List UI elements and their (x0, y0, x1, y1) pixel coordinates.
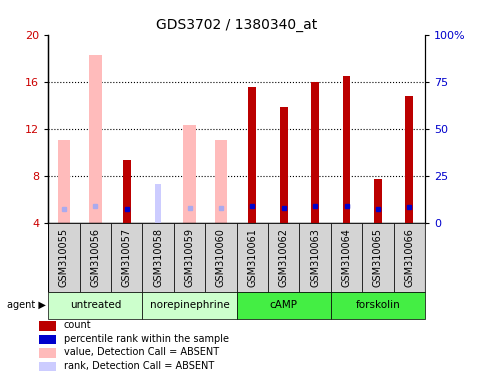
Text: count: count (64, 320, 92, 331)
Bar (331, 223, 362, 292)
Bar (156, 184, 161, 223)
Text: forskolin: forskolin (355, 300, 400, 310)
Bar (299, 223, 331, 292)
Bar (311, 82, 319, 223)
Bar (58, 141, 71, 223)
Bar (248, 88, 256, 223)
Text: value, Detection Call = ABSENT: value, Detection Call = ABSENT (64, 347, 219, 358)
Bar (48, 292, 142, 319)
Bar (331, 292, 425, 319)
Bar (237, 292, 331, 319)
Text: GSM310062: GSM310062 (279, 228, 289, 287)
Bar (342, 76, 351, 223)
Text: untreated: untreated (70, 300, 121, 310)
Bar (39, 348, 56, 358)
Bar (362, 223, 394, 292)
Bar (280, 108, 288, 223)
Bar (39, 362, 56, 371)
Bar (39, 335, 56, 344)
Text: GSM310063: GSM310063 (310, 228, 320, 287)
Text: percentile rank within the sample: percentile rank within the sample (64, 334, 229, 344)
Bar (405, 96, 413, 223)
Text: agent ▶: agent ▶ (7, 300, 46, 310)
Text: GSM310058: GSM310058 (153, 228, 163, 287)
Bar (48, 223, 80, 292)
Text: GSM310066: GSM310066 (404, 228, 414, 287)
Bar (394, 223, 425, 292)
Bar (111, 223, 142, 292)
Text: GSM310064: GSM310064 (341, 228, 352, 287)
Text: norepinephrine: norepinephrine (150, 300, 229, 310)
Bar (214, 141, 227, 223)
Text: GSM310055: GSM310055 (59, 228, 69, 287)
Text: GSM310057: GSM310057 (122, 228, 132, 287)
Bar (89, 55, 102, 223)
Title: GDS3702 / 1380340_at: GDS3702 / 1380340_at (156, 18, 317, 32)
Bar (205, 223, 237, 292)
Text: GSM310056: GSM310056 (90, 228, 100, 287)
Bar (374, 179, 382, 223)
Bar (80, 223, 111, 292)
Bar (142, 223, 174, 292)
Bar (142, 292, 237, 319)
Text: rank, Detection Call = ABSENT: rank, Detection Call = ABSENT (64, 361, 214, 371)
Bar (174, 223, 205, 292)
Bar (39, 321, 56, 331)
Bar (123, 161, 131, 223)
Bar (268, 223, 299, 292)
Text: GSM310060: GSM310060 (216, 228, 226, 287)
Bar (184, 125, 196, 223)
Bar (237, 223, 268, 292)
Text: GSM310059: GSM310059 (185, 228, 195, 287)
Text: GSM310061: GSM310061 (247, 228, 257, 287)
Text: GSM310065: GSM310065 (373, 228, 383, 287)
Text: cAMP: cAMP (270, 300, 298, 310)
